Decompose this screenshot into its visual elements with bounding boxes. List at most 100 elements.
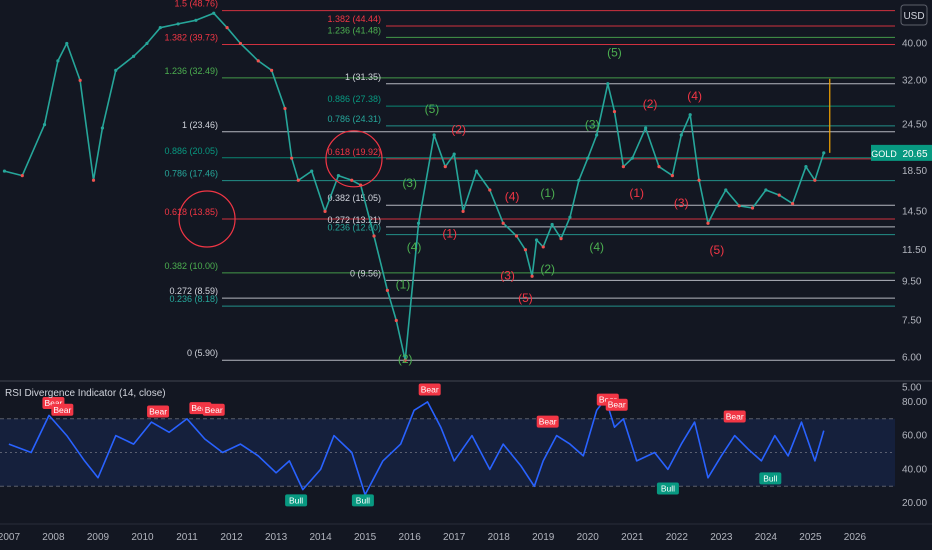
fibonacci-levels: 1.5 (48.76) 1.382 (39.73) 1.236 (32.49) 1 (… <box>164 0 895 361</box>
highlight-circle <box>178 190 236 248</box>
rsi-axis-tick: 40.00 <box>902 464 927 475</box>
price-point <box>100 126 105 130</box>
last-price-label: 20.65 <box>902 149 927 160</box>
price-point <box>606 82 610 86</box>
price-point <box>621 165 625 169</box>
elliott-wave-annotations: (5)(2)(3)(1)(4)(1)(2)(4) (1)(3) (2)(5)(5)(… <box>178 45 724 366</box>
price-axis-tick: 32.00 <box>902 75 927 86</box>
price-point <box>145 41 149 46</box>
price-point <box>131 54 136 58</box>
price-point <box>78 78 82 82</box>
year-axis-tick: 2021 <box>621 532 644 543</box>
year-axis-tick: 2025 <box>799 532 822 543</box>
symbol-tag-label: GOLD <box>871 149 897 159</box>
price-point <box>270 68 274 72</box>
price-pane[interactable] <box>2 11 831 362</box>
price-point <box>350 178 354 182</box>
signal-label: Bull <box>289 495 303 505</box>
price-point <box>20 174 24 178</box>
price-point <box>737 204 741 208</box>
year-axis-tick: 2017 <box>443 532 466 543</box>
price-point <box>679 133 683 137</box>
year-axis-tick: 2015 <box>354 532 377 543</box>
bear-signal <box>202 403 225 416</box>
price-point <box>715 204 719 208</box>
year-axis-tick: 2008 <box>42 532 65 543</box>
bull-signal <box>759 472 782 485</box>
price-axis-tick: 6.00 <box>902 352 922 363</box>
wave-label: (3) <box>500 269 515 283</box>
price-point <box>176 22 180 26</box>
signal-label: Bear <box>205 405 223 415</box>
wave-label: (1) <box>540 186 555 200</box>
price-point <box>385 288 389 292</box>
wave-label: (5) <box>425 102 440 116</box>
price-axis-tick: 24.50 <box>902 120 927 131</box>
price-point <box>514 234 519 238</box>
bull-signal <box>351 494 374 507</box>
price-point <box>114 68 118 72</box>
fib-level-label: 0.272 (8.59) <box>169 286 218 296</box>
signal-label: Bear <box>44 398 62 408</box>
signal-label: Bear <box>421 385 439 395</box>
signal-label: Bull <box>763 473 777 483</box>
currency-label: USD <box>903 11 924 22</box>
wave-label: (2) <box>643 97 658 111</box>
currency-badge[interactable] <box>900 4 928 26</box>
signal-label: Bear <box>191 403 209 413</box>
price-point <box>530 274 534 278</box>
fib-level-label: 0 (9.56) <box>350 268 381 278</box>
year-axis-tick: 2016 <box>399 532 422 543</box>
wave-label: (1) <box>442 226 457 240</box>
rsi-line[interactable] <box>8 397 825 496</box>
price-point <box>290 156 294 160</box>
price-point <box>416 221 421 225</box>
wave-label: (2) <box>451 123 466 137</box>
symbol-tag <box>871 144 898 161</box>
fib-level-label: 0.272 (13.21) <box>327 215 381 225</box>
price-point <box>474 169 479 173</box>
price-point <box>750 206 755 210</box>
price-point <box>697 178 701 182</box>
year-axis-tick: 2012 <box>220 532 243 543</box>
price-point <box>42 122 47 127</box>
wave-label: (3) <box>585 118 600 132</box>
bear-signal <box>723 410 746 423</box>
year-axis-tick: 2013 <box>265 532 288 543</box>
price-point <box>488 188 492 192</box>
price-point <box>790 201 795 206</box>
year-axis-tick: 2026 <box>844 532 867 543</box>
price-point <box>323 209 327 214</box>
pane-separator <box>0 380 932 382</box>
price-point <box>56 59 60 63</box>
price-point <box>764 188 768 192</box>
fib-level-label: 0.786 (24.31) <box>327 114 381 124</box>
price-point <box>577 178 581 182</box>
rsi-axis-tick: 20.00 <box>902 498 927 509</box>
wave-label: (5) <box>607 45 622 59</box>
fib-level-label: 1.382 (44.44) <box>327 14 381 24</box>
wave-label: (1) <box>629 186 644 200</box>
fib-level-label: 0.382 (10.00) <box>164 261 218 271</box>
fib-level-label: 1.236 (32.49) <box>164 66 218 76</box>
rsi-title: RSI Divergence Indicator (14, close) <box>5 388 166 399</box>
price-point <box>534 238 539 242</box>
fib-level-label: 0.618 (13.85) <box>164 207 218 217</box>
wave-label: (4) <box>407 240 422 254</box>
bear-signal <box>147 405 170 418</box>
fib-level-label: 0.382 (15.05) <box>327 193 381 203</box>
year-axis-tick: 2023 <box>710 532 733 543</box>
price-point <box>630 156 634 160</box>
fib-level-label: 1 (31.35) <box>345 72 381 82</box>
price-point <box>158 26 162 30</box>
wave-label: (2) <box>540 262 555 276</box>
year-axis-tick: 2009 <box>87 532 110 543</box>
signal-label: Bear <box>539 417 557 427</box>
rsi-axis-tick: 80.00 <box>902 397 927 408</box>
fib-level-label: 1.236 (41.48) <box>327 25 381 35</box>
price-point <box>194 18 198 22</box>
price-point <box>813 178 817 182</box>
price-axis-tick: 7.50 <box>902 316 922 327</box>
price-point <box>559 237 563 241</box>
